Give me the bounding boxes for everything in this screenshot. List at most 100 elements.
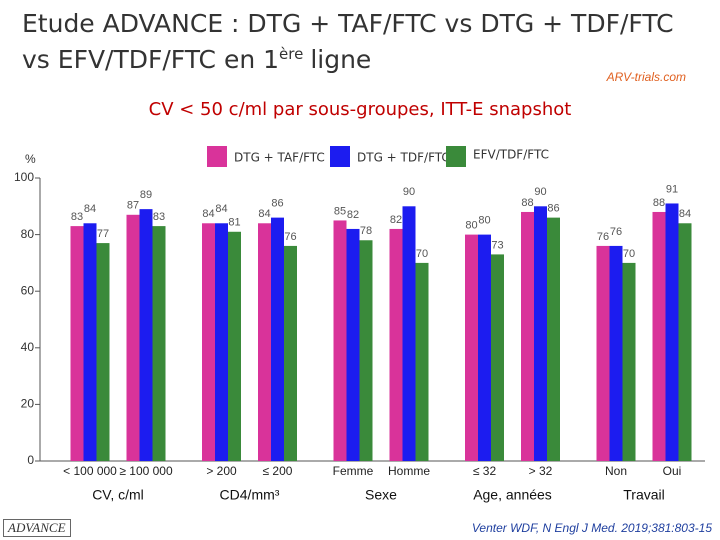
value-label: 73: [491, 239, 503, 251]
bar: [258, 223, 271, 461]
x-tick-label: Homme: [388, 464, 430, 478]
title-line: vs EFV/TDF/FTC en 1ère ligne: [22, 42, 674, 78]
y-axis-label: %: [25, 152, 36, 166]
x-tick-label: ≤ 32: [473, 464, 497, 478]
bar: [126, 214, 140, 461]
title-text: vs EFV/TDF/FTC en 1: [22, 45, 280, 74]
bar: [70, 226, 84, 461]
y-tick-label: 40: [21, 340, 35, 354]
bar: [596, 245, 610, 461]
bar: [491, 254, 504, 461]
bar: [622, 262, 636, 461]
bar: [402, 206, 416, 461]
slide-title: Etude ADVANCE : DTG + TAF/FTC vs DTG + T…: [22, 6, 674, 78]
value-label: 87: [127, 200, 139, 212]
legend-swatch: [446, 146, 466, 167]
value-label: 80: [465, 220, 477, 232]
chart-title: CV < 50 c/ml par sous-groupes, ITT-E sna…: [149, 99, 572, 120]
legend-label: DTG + TDF/FTC: [357, 151, 450, 165]
bar: [478, 234, 491, 461]
bar: [415, 262, 429, 461]
y-tick-label: 20: [21, 397, 35, 411]
value-label: 86: [547, 203, 559, 215]
value-label: 82: [390, 214, 402, 226]
x-tick-label: ≥ 100 000: [119, 464, 173, 478]
value-label: 88: [653, 197, 665, 209]
group-label: Sexe: [365, 487, 397, 503]
value-label: 82: [347, 209, 359, 221]
x-tick-label: ≤ 200: [263, 464, 293, 478]
value-label: 91: [666, 183, 678, 195]
citation: Venter WDF, N Engl J Med. 2019;381:803-1…: [471, 521, 712, 535]
title-sup: ère: [279, 45, 304, 63]
value-label: 76: [597, 231, 609, 243]
bar: [152, 226, 166, 461]
value-label: 88: [521, 197, 533, 209]
bar: [389, 228, 403, 461]
value-label: 84: [215, 203, 227, 215]
value-label: 78: [360, 225, 372, 237]
value-label: 84: [84, 203, 96, 215]
y-tick-label: 80: [21, 227, 35, 241]
bar: [534, 206, 547, 461]
x-tick-label: > 200: [206, 464, 237, 478]
value-label: 84: [258, 208, 270, 220]
y-tick-label: 100: [14, 170, 34, 184]
x-tick-label: Oui: [663, 464, 682, 478]
value-label: 84: [202, 208, 214, 220]
value-label: 80: [478, 215, 490, 227]
bar: [346, 228, 360, 461]
legend-swatch: [330, 146, 350, 167]
y-tick-label: 0: [27, 453, 34, 467]
value-label: 89: [140, 189, 152, 201]
value-label: 90: [403, 186, 415, 198]
value-label: 83: [71, 211, 83, 223]
value-label: 86: [271, 198, 283, 210]
bar: [465, 234, 478, 461]
bar: [284, 245, 297, 461]
logo: ARV-trials.com: [606, 70, 686, 84]
bar: [215, 223, 228, 461]
value-label: 83: [153, 211, 165, 223]
x-tick-label: Non: [605, 464, 627, 478]
y-tick-label: 60: [21, 283, 35, 297]
bar: [271, 217, 284, 461]
bar: [609, 245, 623, 461]
bar: [83, 223, 97, 461]
group-label: Age, années: [473, 487, 552, 503]
group-label: CD4/mm³: [220, 487, 280, 503]
value-label: 76: [284, 231, 296, 243]
x-tick-label: > 32: [529, 464, 553, 478]
value-label: 70: [623, 248, 635, 260]
legend-label: DTG + TAF/FTC: [234, 151, 325, 165]
bar: [96, 243, 110, 461]
bar: [547, 217, 560, 461]
bar: [228, 231, 241, 461]
value-label: 90: [534, 186, 546, 198]
group-label: CV, c/ml: [92, 487, 144, 503]
bar: [139, 209, 153, 461]
bar: [652, 211, 666, 461]
badge: ADVANCE: [3, 519, 71, 537]
title-line: Etude ADVANCE : DTG + TAF/FTC vs DTG + T…: [22, 9, 674, 38]
value-label: 85: [334, 205, 346, 217]
legend-label: EFV/TDF/FTC: [473, 148, 549, 162]
value-label: 77: [97, 228, 109, 240]
title-text: ligne: [310, 45, 372, 74]
bar: [521, 211, 534, 461]
bar: [678, 223, 692, 461]
value-label: 70: [416, 248, 428, 260]
value-label: 84: [679, 208, 691, 220]
bar: [665, 203, 679, 461]
x-tick-label: Femme: [333, 464, 374, 478]
x-tick-label: < 100 000: [63, 464, 117, 478]
bar: [202, 223, 215, 461]
group-label: Travail: [623, 487, 665, 503]
bar: [333, 220, 347, 461]
legend-swatch: [207, 146, 227, 167]
bar: [359, 240, 373, 461]
value-label: 76: [610, 226, 622, 238]
value-label: 81: [228, 217, 240, 229]
